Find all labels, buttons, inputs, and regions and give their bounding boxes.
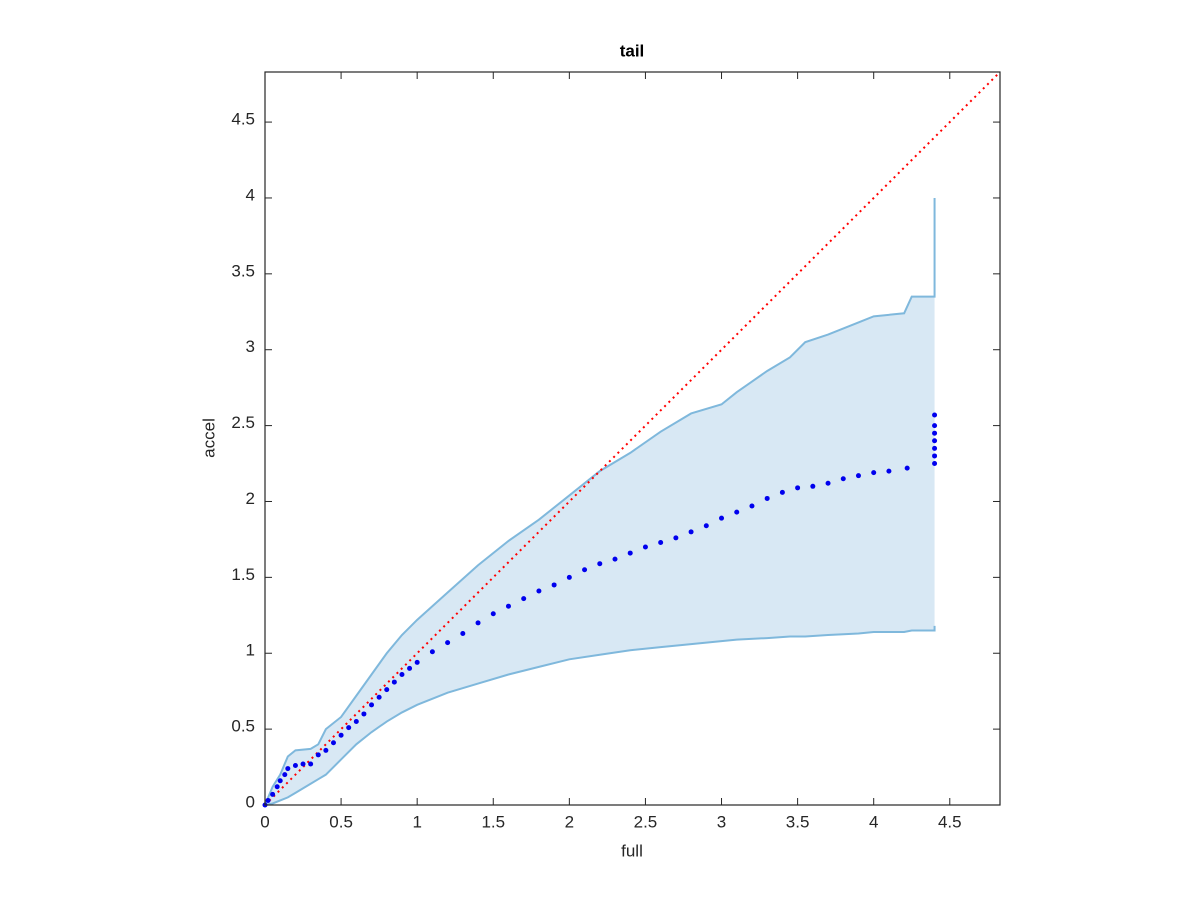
point	[795, 485, 801, 491]
axes-frame	[264, 71, 1001, 806]
point	[505, 603, 511, 609]
point	[369, 702, 375, 708]
point	[779, 489, 785, 495]
x-tick-label: 2	[565, 812, 574, 831]
point	[376, 694, 382, 700]
point	[551, 582, 557, 588]
y-tick-label: 3.5	[231, 261, 255, 280]
point	[353, 719, 359, 725]
chart-title: tail	[620, 41, 645, 60]
point	[384, 687, 390, 693]
point	[886, 468, 892, 474]
x-tick-label: 2.5	[634, 812, 658, 831]
point	[265, 797, 271, 803]
point	[749, 503, 755, 509]
x-tick-label: 0	[260, 812, 269, 831]
point	[642, 544, 648, 550]
point	[904, 465, 910, 471]
point	[277, 778, 283, 784]
point	[330, 740, 336, 746]
y-tick-label: 2.5	[231, 413, 255, 432]
point	[932, 445, 938, 451]
point	[932, 461, 938, 467]
point	[932, 430, 938, 436]
point	[460, 631, 466, 637]
x-tick-label: 0.5	[329, 812, 353, 831]
point	[582, 567, 588, 573]
point	[292, 763, 298, 769]
x-tick-label: 4.5	[938, 812, 962, 831]
y-tick-label: 4.5	[231, 110, 255, 129]
point	[871, 470, 877, 476]
y-tick-label: 0.5	[231, 717, 255, 736]
y-tick-label: 0	[246, 792, 255, 811]
point	[734, 509, 740, 515]
point	[308, 761, 314, 767]
point	[536, 588, 542, 594]
y-tick-label: 1.5	[231, 565, 255, 584]
point	[274, 784, 280, 790]
point	[855, 473, 861, 479]
point	[282, 772, 288, 778]
point	[719, 515, 725, 521]
point	[346, 725, 352, 731]
y-tick-label: 1	[246, 641, 255, 660]
x-tick-label: 3.5	[786, 812, 810, 831]
x-tick-label: 1.5	[481, 812, 505, 831]
point	[932, 438, 938, 444]
point	[323, 747, 329, 753]
point	[391, 679, 397, 685]
point	[521, 596, 527, 602]
x-axis-label: full	[621, 841, 643, 860]
point	[414, 659, 420, 665]
point	[399, 671, 405, 677]
x-tick-label: 3	[717, 812, 726, 831]
point	[673, 535, 679, 541]
point	[810, 483, 816, 489]
point	[703, 523, 709, 529]
y-axis-label: accel	[199, 418, 218, 458]
point	[315, 752, 321, 758]
y-tick-label: 2	[246, 489, 255, 508]
x-tick-label: 1	[412, 812, 421, 831]
point	[932, 453, 938, 459]
point	[932, 412, 938, 418]
point	[566, 574, 572, 580]
y-tick-label: 4	[246, 185, 255, 204]
point	[338, 732, 344, 738]
point	[300, 761, 306, 767]
point	[429, 649, 435, 655]
point	[764, 495, 770, 501]
point	[407, 665, 413, 671]
x-tick-label: 4	[869, 812, 878, 831]
point	[658, 539, 664, 545]
point	[475, 620, 481, 626]
point	[270, 791, 276, 797]
point	[840, 476, 846, 482]
point	[825, 480, 831, 486]
y-tick-label: 3	[246, 337, 255, 356]
point	[688, 529, 694, 535]
point	[612, 556, 618, 562]
band-lower	[264, 625, 936, 806]
point	[490, 611, 496, 617]
point	[932, 423, 938, 429]
reference-line	[264, 71, 1001, 806]
point	[627, 550, 633, 556]
point	[285, 766, 291, 772]
band-upper	[264, 197, 936, 806]
point	[445, 640, 451, 646]
point	[361, 711, 367, 717]
point	[597, 561, 603, 567]
